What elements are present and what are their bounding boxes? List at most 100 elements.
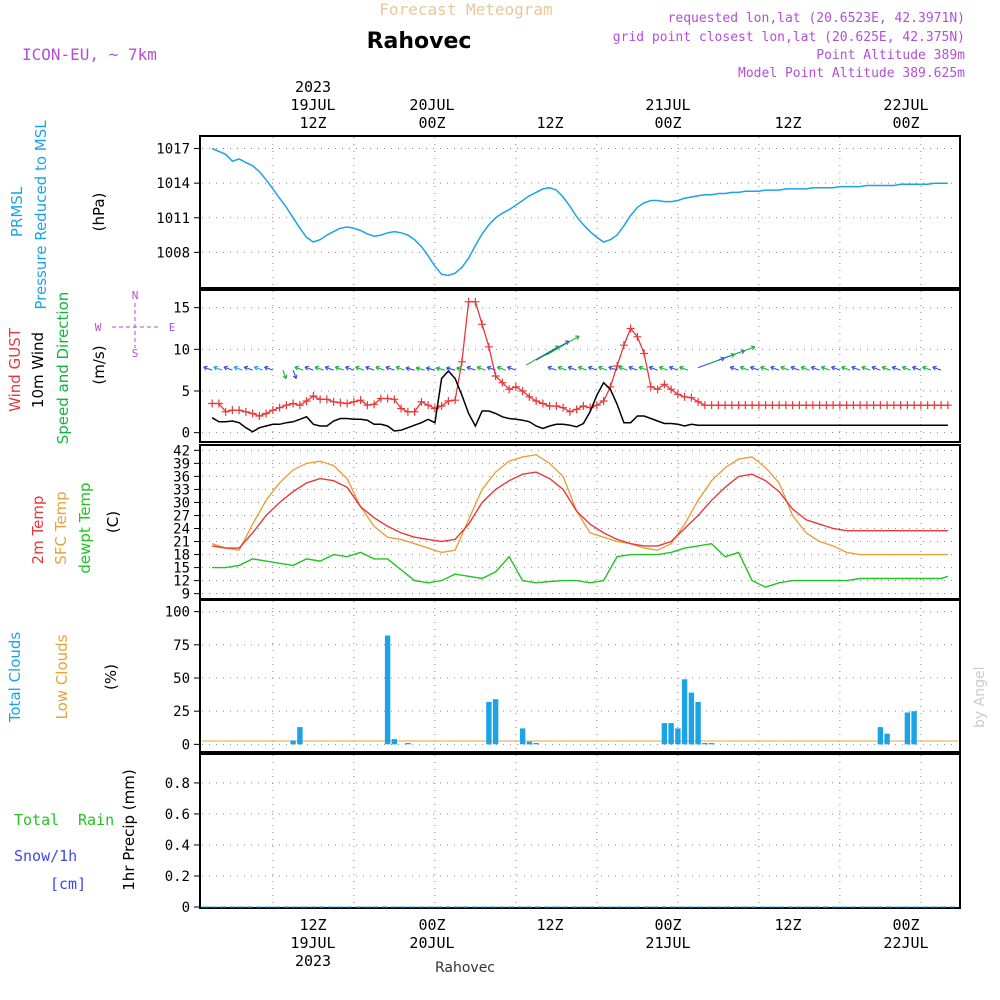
- snow-unit-label: [cm]: [50, 875, 86, 893]
- gust-marker: [862, 401, 871, 410]
- wind-arrow: [911, 365, 922, 371]
- y-tick-label: 42: [173, 443, 190, 459]
- wind-arrow: [405, 366, 415, 372]
- wind-arrow: [790, 365, 800, 371]
- location-title: Rahovec: [367, 29, 472, 54]
- wind-arrow: [355, 365, 365, 371]
- rain-label: Rain: [78, 811, 114, 829]
- compass-south: S: [132, 347, 139, 360]
- temp-2m-line: [211, 471, 948, 549]
- cloud-bar: [384, 635, 391, 745]
- wind-10m-label: 10m Wind: [29, 332, 47, 408]
- y-tick-label: 0.8: [165, 776, 190, 792]
- top-date-label: 19JUL: [290, 96, 335, 114]
- cloud-bar: [695, 701, 701, 745]
- clouds-unit-label: (%): [102, 664, 120, 690]
- wind-arrow: [525, 345, 560, 366]
- gust-marker: [619, 341, 628, 350]
- footer-location: Rahovec: [435, 960, 495, 976]
- wind-arrow: [830, 365, 841, 371]
- y-tick-label: 9: [182, 587, 190, 603]
- wind-arrow: [292, 369, 298, 380]
- gust-marker: [255, 412, 264, 420]
- gust-marker: [849, 401, 858, 410]
- gust-marker: [437, 402, 446, 410]
- gust-marker: [700, 401, 709, 410]
- wind-arrow: [334, 365, 344, 371]
- cloud-bar: [877, 727, 884, 745]
- gust-marker: [903, 401, 912, 410]
- gust-marker: [923, 401, 932, 410]
- y-tick-label: 18: [173, 548, 190, 564]
- gust-marker: [559, 403, 568, 412]
- gust-marker: [930, 401, 939, 410]
- gust-marker: [410, 407, 419, 416]
- gust-marker: [221, 407, 230, 416]
- pressure-frame: [199, 135, 961, 289]
- wind-arrow: [304, 365, 314, 371]
- gust-marker: [451, 396, 460, 405]
- gust-marker: [734, 401, 743, 410]
- gust-marker: [248, 409, 257, 418]
- gust-marker: [525, 392, 534, 401]
- gust-marker: [336, 398, 345, 407]
- cloud-bar: [688, 692, 695, 745]
- gust-marker: [788, 401, 797, 410]
- wind-arrow: [810, 365, 820, 371]
- wind-arrow: [535, 340, 570, 361]
- gust-marker: [478, 320, 487, 329]
- wind-arrow: [780, 365, 790, 371]
- cloud-bar: [492, 699, 499, 745]
- wind-arrow: [425, 366, 436, 372]
- wind-arrow: [749, 365, 760, 371]
- clouds-grid: [202, 601, 958, 751]
- wind-arrow: [618, 365, 628, 371]
- wind-grid: [202, 291, 958, 441]
- wind-ticks: 0 5 10 15: [173, 301, 200, 442]
- gust-marker: [289, 399, 298, 408]
- cloud-bar: [405, 743, 411, 745]
- wind-arrow: [263, 365, 274, 371]
- wind-arrow: [760, 365, 770, 371]
- gust-marker: [599, 397, 608, 405]
- temperature-grid: [202, 446, 958, 598]
- gust-marker: [579, 402, 588, 410]
- bottom-date-label: 22JUL: [883, 934, 928, 952]
- wind-arrow: [729, 365, 739, 371]
- pressure-grid: [202, 137, 958, 287]
- gust-marker: [761, 401, 770, 410]
- gust-marker: [768, 401, 777, 410]
- gust-marker: [464, 297, 473, 306]
- wind-arrow: [415, 366, 425, 372]
- top-hour-label: 00Z: [654, 114, 681, 132]
- wind-arrow: [294, 365, 304, 371]
- dewpt-temp-label: dewpt Temp: [76, 482, 94, 573]
- gust-marker: [376, 394, 385, 403]
- pressure-unit-label: (hPa): [90, 193, 108, 232]
- gust-marker: [417, 397, 426, 406]
- top-time-axis: 2023 19JUL 12Z 20JUL 00Z 12Z 21JUL 00Z 1…: [290, 78, 928, 132]
- y-tick-label: 1014: [156, 176, 190, 192]
- cloud-bar: [884, 733, 890, 745]
- gust-marker: [856, 401, 865, 410]
- y-tick-label: 39: [173, 456, 190, 472]
- gust-marker: [471, 297, 480, 306]
- wind-arrow: [344, 365, 355, 371]
- gust-marker: [667, 385, 676, 394]
- gust-marker: [235, 406, 244, 415]
- precip-panel: 0 0.2 0.4 0.6 0.8 Total Rain Snow/1h [cm] 1h…: [14, 753, 961, 916]
- wind-arrow: [861, 365, 871, 371]
- gust-marker: [916, 401, 925, 410]
- bottom-hour-label: 00Z: [654, 916, 681, 934]
- gust-marker: [268, 406, 277, 415]
- cloud-bar: [904, 712, 911, 745]
- wind-arrow: [282, 369, 288, 380]
- gust-marker: [869, 401, 878, 410]
- gust-marker: [943, 401, 952, 410]
- y-tick-label: 30: [173, 495, 190, 511]
- top-hour-label: 00Z: [892, 114, 919, 132]
- cloud-bar: [675, 728, 681, 745]
- wind-arrow: [446, 366, 456, 372]
- gust-marker: [275, 403, 284, 412]
